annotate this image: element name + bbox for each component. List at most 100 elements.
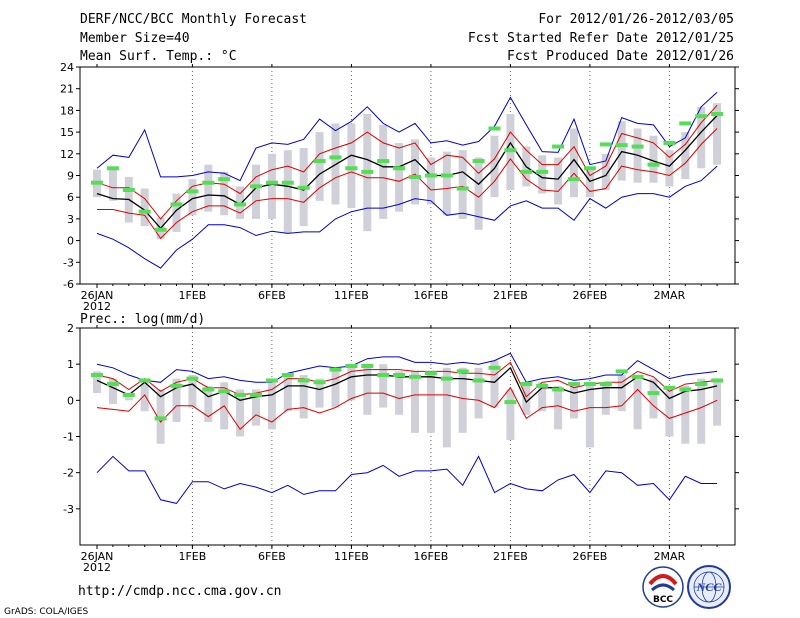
observed-marker <box>122 392 135 397</box>
ensemble-range-box <box>697 378 706 444</box>
observed-marker <box>409 374 421 379</box>
x-tick-label: 6FEB <box>258 550 286 563</box>
x-tick-label: 26JAN <box>81 550 114 563</box>
header-start-date: Fcst Started Refer Date 2012/01/25 <box>468 31 734 46</box>
observed-marker <box>265 378 278 383</box>
ensemble-range-box <box>554 157 563 205</box>
ensemble-range-box <box>649 135 658 183</box>
spread-upper-line <box>96 361 718 398</box>
observed-marker <box>138 209 151 214</box>
ensemble-range-box <box>188 179 197 216</box>
ensemble-range-box <box>538 382 547 412</box>
ensemble-range-box <box>108 166 117 201</box>
observed-marker <box>711 378 724 383</box>
observed-marker <box>409 174 421 179</box>
ensemble-range-box <box>220 171 229 216</box>
observed-marker <box>218 177 231 182</box>
observed-marker <box>329 367 342 372</box>
observed-marker <box>520 169 533 174</box>
observed-marker <box>456 186 469 191</box>
ensemble-range-box <box>108 378 117 404</box>
bcc-logo-arc-red <box>648 574 678 586</box>
ensemble-range-box <box>490 135 499 198</box>
observed-marker <box>456 369 469 374</box>
observed-marker <box>647 162 660 167</box>
ensemble-range-box <box>697 106 706 169</box>
observed-marker <box>599 142 612 147</box>
observed-marker <box>504 400 517 405</box>
plot-frame <box>79 327 736 546</box>
x-tick-label: 21FEB <box>493 550 528 563</box>
ensemble-range-box <box>681 132 690 180</box>
ensemble-range-box <box>252 389 260 426</box>
observed-marker <box>393 373 406 378</box>
ensemble-range-box <box>665 150 674 187</box>
header-period: For 2012/01/26-2012/03/05 <box>538 12 734 27</box>
ensemble-range-box <box>458 367 467 433</box>
bcc-logo-text: BCC <box>653 595 673 605</box>
observed-marker <box>186 376 199 381</box>
ensemble-range-box <box>331 367 340 408</box>
max-line <box>96 91 718 182</box>
x-tick-label: 26JAN <box>81 289 114 302</box>
observed-marker <box>265 180 278 185</box>
y-tick-label: -2 <box>63 467 74 480</box>
x-tick-sublabel: 2012 <box>83 300 111 313</box>
observed-marker <box>234 202 247 207</box>
grads-credit: GrADS: COLA/IGES <box>4 607 88 617</box>
x-tick-label: 1FEB <box>178 550 206 563</box>
ensemble-range-box <box>601 382 610 415</box>
ensemble-range-box <box>236 389 245 437</box>
x-tick-label: 26FEB <box>572 550 607 563</box>
header-title: DERF/NCC/BCC Monthly Forecast <box>80 12 307 27</box>
ensemble-range-box <box>299 375 308 419</box>
min-line <box>96 165 718 269</box>
ensemble-range-box <box>585 382 594 448</box>
observed-marker <box>106 382 119 387</box>
observed-marker <box>583 382 596 387</box>
observed-marker <box>695 382 708 387</box>
ensemble-range-box <box>347 364 356 401</box>
observed-marker <box>345 166 358 171</box>
spread-upper-line <box>96 104 718 220</box>
x-tick-label: 11FEB <box>334 289 369 302</box>
ensemble-range-box <box>713 103 722 165</box>
observed-marker <box>663 385 676 390</box>
x-tick-label: 21FEB <box>493 289 528 302</box>
ensemble-range-box <box>601 153 610 190</box>
x-tick-label: 2MAR <box>654 550 686 563</box>
bcc-logo-arc-blue <box>650 583 676 592</box>
observed-marker <box>170 202 183 207</box>
ensemble-range-box <box>283 150 292 234</box>
ensemble-range-box <box>713 378 722 426</box>
ensemble-range-box <box>315 378 324 408</box>
observed-marker <box>424 371 437 376</box>
ensemble-range-box <box>617 375 626 412</box>
ensemble-range-box <box>267 153 276 219</box>
ensemble-range-box <box>267 378 276 430</box>
observed-marker <box>504 148 517 153</box>
ensemble-range-box <box>458 150 467 219</box>
y-tick-label: 18 <box>60 104 74 117</box>
observed-marker <box>138 378 151 383</box>
y-tick-label: -3 <box>63 256 74 269</box>
observed-marker <box>154 416 167 421</box>
footer-url[interactable]: http://cmdp.ncc.cma.gov.cn <box>78 584 282 599</box>
ensemble-range-box <box>140 188 149 227</box>
ensemble-range-box <box>585 168 594 198</box>
observed-marker <box>615 143 628 148</box>
y-tick-label: 21 <box>60 83 74 96</box>
observed-marker <box>488 126 501 131</box>
ensemble-range-box <box>442 151 451 216</box>
observed-marker <box>615 369 628 374</box>
observed-marker <box>393 166 406 171</box>
observed-marker <box>679 387 692 392</box>
bcc-logo: BCC <box>642 566 684 608</box>
observed-marker <box>313 159 326 164</box>
observed-marker <box>536 383 549 388</box>
observed-marker <box>202 387 215 392</box>
observed-marker <box>329 155 342 160</box>
observed-marker <box>488 365 501 370</box>
ensemble-range-box <box>522 382 531 415</box>
